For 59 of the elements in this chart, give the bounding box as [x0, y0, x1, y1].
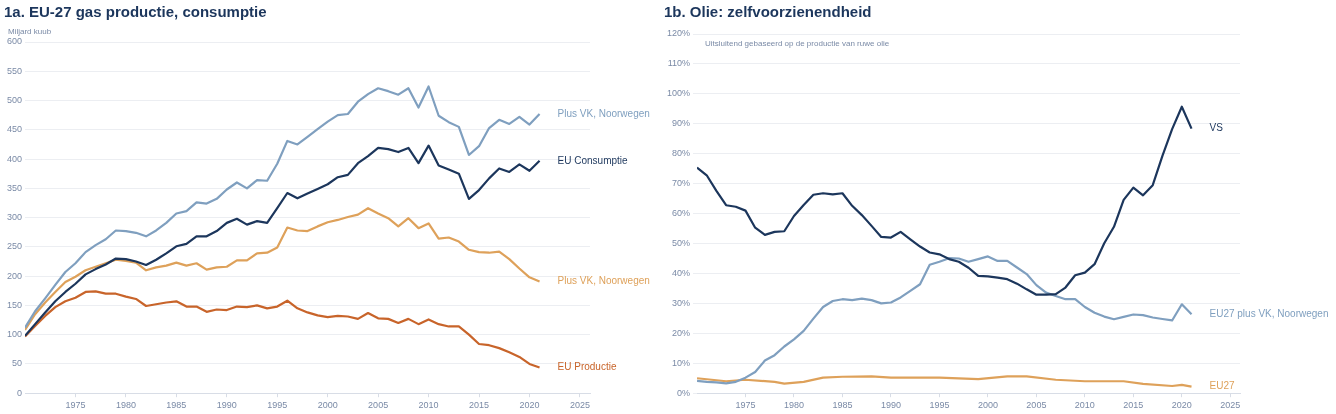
x-tick-label: 2010	[1074, 400, 1095, 411]
x-tick-label: 1985	[166, 400, 187, 411]
x-tick-label: 1980	[783, 400, 804, 411]
series-label: EU Productie	[557, 361, 617, 373]
y-tick-label: 450	[6, 124, 23, 135]
x-tick-label: 2015	[469, 400, 490, 411]
x-tick-label: 2010	[418, 400, 439, 411]
y-tick-label: 70%	[672, 178, 691, 189]
chart-title: 1b. Olie: zelfvoorzienendheid	[664, 3, 872, 21]
x-tick-label: 2025	[1220, 400, 1241, 411]
x-tick-label: 2005	[1026, 400, 1047, 411]
y-tick-label: 300	[6, 212, 23, 223]
series-label: EU27 plus VK, Noorwegen	[1209, 307, 1329, 319]
series-label: EU27	[1209, 380, 1235, 392]
chart-title: 1a. EU-27 gas productie, consumptie	[4, 3, 267, 21]
y-tick-label: 50	[12, 358, 23, 369]
y-tick-label: 100%	[666, 88, 691, 99]
x-tick-label: 2005	[368, 400, 389, 411]
x-tick-label: 2000	[977, 400, 998, 411]
x-tick-label: 2015	[1123, 400, 1144, 411]
y-tick-label: 50%	[672, 238, 691, 249]
x-tick-label: 1985	[832, 400, 853, 411]
x-tick-label: 1995	[267, 400, 288, 411]
y-tick-label: 100	[6, 329, 23, 340]
x-tick-label: 1995	[929, 400, 950, 411]
series-label: Plus VK, Noorwegen	[557, 275, 650, 287]
series-label: VS	[1209, 122, 1224, 134]
x-tick-label: 1975	[65, 400, 86, 411]
y-tick-label: 90%	[672, 118, 691, 129]
y-tick-label: 0	[17, 387, 23, 398]
y-tick-label: 60%	[672, 208, 691, 219]
x-tick-label: 2020	[1171, 400, 1192, 411]
x-tick-label: 1990	[880, 400, 901, 411]
y-tick-label: 80%	[672, 148, 691, 159]
y-tick-label: 10%	[672, 357, 691, 368]
y-tick-label: 350	[6, 182, 23, 193]
y-tick-label: 150	[6, 299, 23, 310]
x-tick-label: 2020	[519, 400, 540, 411]
y-tick-label: 110%	[667, 58, 691, 69]
y-tick-label: 250	[6, 241, 23, 252]
series-label: EU Consumptie	[557, 154, 629, 166]
x-tick-label: 2000	[317, 400, 338, 411]
annotation: Uitsluitend gebaseerd op de productie van ruwe olie	[705, 39, 890, 49]
x-tick-label: 2025	[569, 400, 590, 411]
y-tick-label: 40%	[672, 267, 691, 278]
x-tick-label: 1980	[115, 400, 136, 411]
y-tick-label: 0%	[677, 387, 691, 398]
series-label: Plus VK, Noorwegen	[557, 107, 650, 119]
y-tick-label: 500	[6, 95, 23, 106]
y-tick-label: 30%	[672, 297, 691, 308]
x-tick-label: 1975	[735, 400, 756, 411]
y-tick-label: 550	[6, 65, 23, 76]
y-axis-title: Miljard kuub	[8, 27, 52, 37]
y-tick-label: 400	[6, 153, 23, 164]
y-tick-label: 600	[6, 36, 23, 47]
x-tick-label: 1990	[216, 400, 237, 411]
y-tick-label: 20%	[672, 327, 691, 338]
y-tick-label: 200	[6, 270, 23, 281]
y-tick-label: 120%	[666, 28, 691, 39]
